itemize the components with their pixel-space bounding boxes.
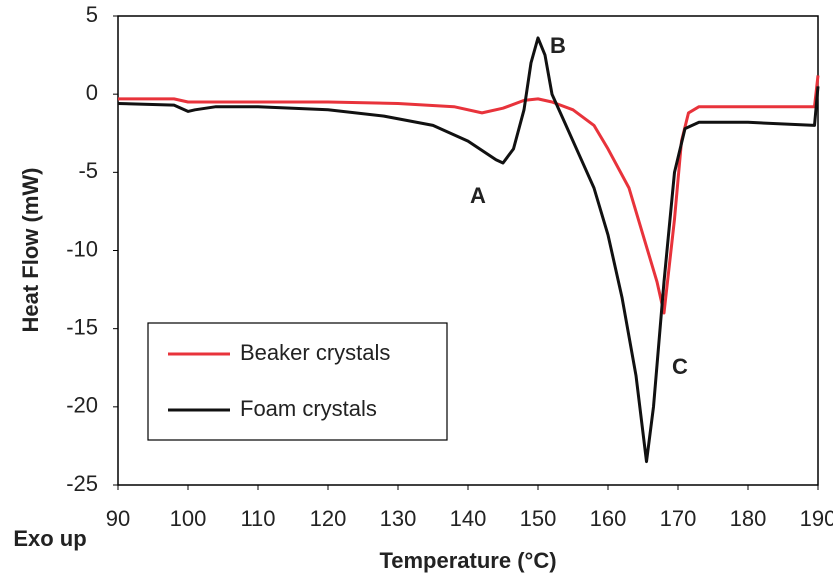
y-tick-label: -10: [66, 236, 98, 261]
x-tick-label: 110: [240, 506, 275, 531]
x-tick-label: 90: [106, 506, 130, 531]
legend-box: [147, 322, 448, 441]
y-tick-label: -15: [66, 314, 98, 339]
data-line: [118, 75, 820, 315]
annotation: B: [550, 33, 566, 58]
x-tick-label: 180: [730, 506, 767, 531]
x-tick-label: 130: [380, 506, 417, 531]
y-tick-label: -5: [78, 158, 98, 183]
legend-label: Beaker crystals: [240, 340, 390, 365]
annotation: A: [470, 183, 486, 208]
y-tick-label: -20: [66, 393, 98, 418]
x-axis-label: Temperature (°C): [379, 548, 556, 573]
x-tick-label: 170: [660, 506, 697, 531]
legend-label: Foam crystals: [240, 396, 377, 421]
y-tick-label: 5: [86, 2, 98, 27]
x-tick-label: 120: [310, 506, 347, 531]
x-tick-label: 160: [590, 506, 627, 531]
y-tick-label: -25: [66, 471, 98, 496]
y-tick-label: 0: [86, 80, 98, 105]
x-tick-label: 100: [170, 506, 207, 531]
x-tick-label: 190: [800, 506, 833, 531]
data-line: [117, 36, 820, 464]
annotation: C: [672, 354, 688, 379]
x-tick-label: 140: [450, 506, 487, 531]
y-axis-label: Heat Flow (mW): [18, 168, 43, 333]
x-tick-label: 150: [520, 506, 557, 531]
annotation: Exo up: [13, 526, 86, 551]
